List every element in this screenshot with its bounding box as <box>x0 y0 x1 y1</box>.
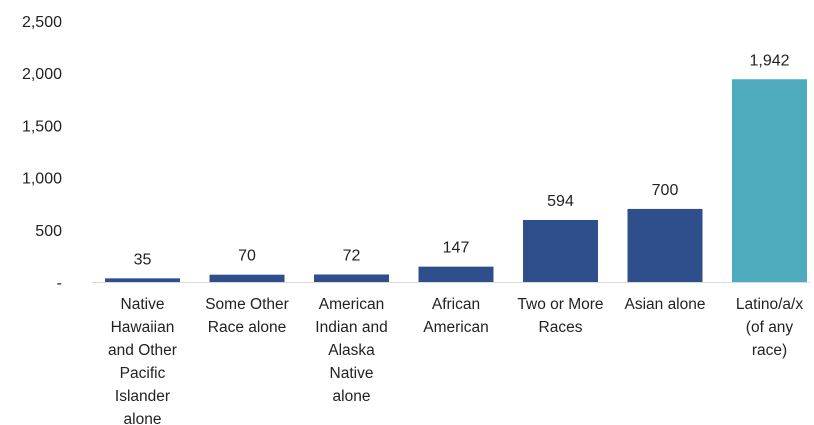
x-tick-label-line: Race alone <box>208 319 286 336</box>
data-label: 147 <box>443 240 470 257</box>
x-tick-label-line: Alaska <box>328 342 375 359</box>
x-tick-label: Latino/a/x (of any race) <box>736 296 803 359</box>
x-tick-label-line: Islander <box>115 388 170 405</box>
data-label: 35 <box>134 251 152 268</box>
bar <box>732 79 807 282</box>
y-tick-label: 1,000 <box>22 171 62 188</box>
x-tick-label-line: American <box>423 319 488 336</box>
x-tick-label: Asian alone <box>624 296 705 313</box>
bar <box>523 219 598 282</box>
x-tick-label-line: alone <box>124 411 162 425</box>
x-tick-label-line: Hawaiian <box>111 319 175 336</box>
x-tick-label-line: Pacific <box>120 365 166 382</box>
x-tick-label: Two or More Races <box>517 296 603 336</box>
x-tick-label-line: Races <box>539 319 583 336</box>
bar <box>314 274 389 282</box>
x-tick-label-line: Latino/a/x <box>736 296 803 313</box>
bar <box>627 208 703 282</box>
x-tick-label: Some Other Race alone <box>205 296 289 336</box>
x-tick-label-line: American <box>319 296 384 313</box>
bar <box>418 266 494 282</box>
x-tick-label-line: (of any <box>746 319 794 336</box>
x-tick-label-line: race) <box>752 342 787 359</box>
data-label: 1,942 <box>749 52 789 69</box>
x-tick-label-line: alone <box>333 388 371 405</box>
x-tick-label: African American <box>423 296 488 336</box>
y-tick-label: 1,500 <box>22 118 62 135</box>
data-label: 700 <box>652 182 679 199</box>
bar <box>209 274 285 282</box>
x-tick-label-line: African <box>432 296 480 313</box>
data-label: 70 <box>238 248 256 265</box>
x-tick-label-line: Native <box>330 365 374 382</box>
x-tick-label-line: Asian alone <box>624 296 705 313</box>
x-tick-label-line: Indian and <box>315 319 387 336</box>
y-tick-label: 2,500 <box>22 14 62 31</box>
x-tick-label: Native Hawaiian and Other Pacific Islander al… <box>108 296 177 425</box>
y-tick-label: - <box>57 275 62 292</box>
x-tick-label-line: Some Other <box>205 296 289 313</box>
x-tick-label: American Indian and Alaska Native alone <box>315 296 387 405</box>
data-label: 594 <box>547 193 574 210</box>
x-axis: Native Hawaiian and Other Pacific Islander al… <box>108 296 803 425</box>
y-tick-label: 500 <box>35 223 62 240</box>
x-tick-label-line: and Other <box>108 342 177 359</box>
bar <box>105 278 180 282</box>
data-labels-group: 35 70 72 147 594 700 1,942 <box>134 52 790 268</box>
y-axis: - 500 1,000 1,500 2,000 2,500 <box>22 14 62 292</box>
y-tick-label: 2,000 <box>22 66 62 83</box>
bars-group <box>105 79 807 282</box>
x-tick-label-line: Native <box>121 296 165 313</box>
data-label: 72 <box>343 247 361 264</box>
x-tick-label-line: Two or More <box>517 296 603 313</box>
